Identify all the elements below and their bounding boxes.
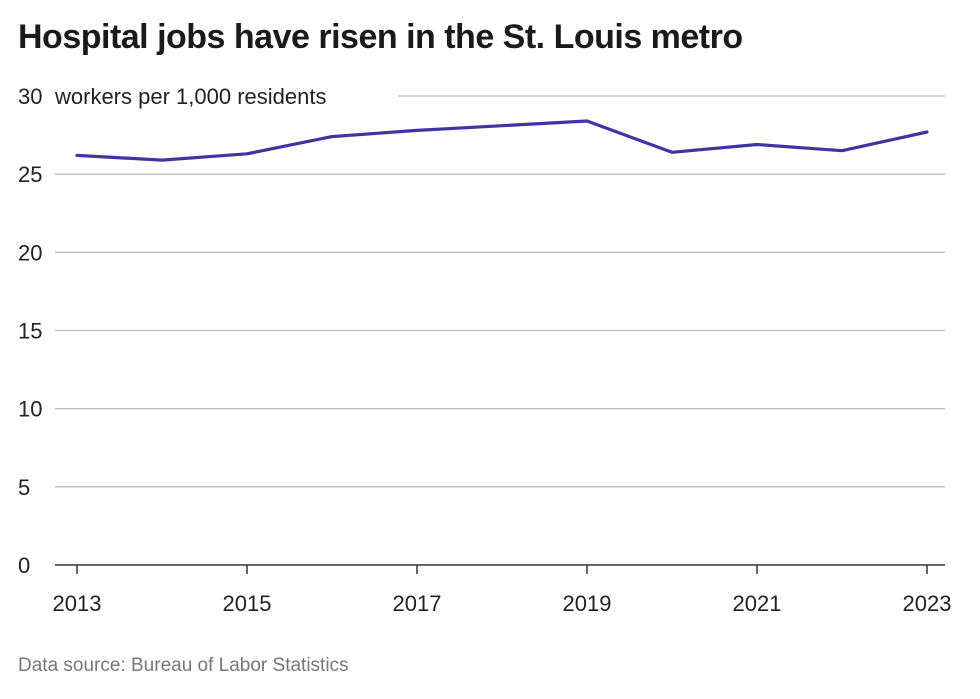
x-axis: 2013 2015 2017 2019 2021 2023 bbox=[53, 564, 952, 616]
gridlines bbox=[55, 95, 945, 488]
series-line-0 bbox=[75, 119, 929, 162]
x-tick-label-2013: 2013 bbox=[53, 591, 102, 616]
y-tick-label-30: 30 bbox=[18, 84, 42, 109]
x-tick-label-2015: 2015 bbox=[223, 591, 272, 616]
x-tick-label-2019: 2019 bbox=[563, 591, 612, 616]
chart-title: Hospital jobs have risen in the St. Loui… bbox=[18, 18, 743, 56]
y-tick-label-0: 0 bbox=[18, 553, 30, 578]
x-tick-label-2021: 2021 bbox=[733, 591, 782, 616]
y-tick-label-5: 5 bbox=[18, 475, 30, 500]
y-axis-tick-labels: 0 5 10 15 20 25 30 workers per 1,000 residents bbox=[18, 84, 326, 578]
x-tick-label-2017: 2017 bbox=[393, 591, 442, 616]
data-source: Data source: Bureau of Labor Statistics bbox=[18, 655, 349, 676]
y-tick-label-25: 25 bbox=[18, 162, 42, 187]
y-tick-label-20: 20 bbox=[18, 240, 42, 265]
y-tick-label-10: 10 bbox=[18, 397, 42, 422]
y-tick-label-15: 15 bbox=[18, 319, 42, 344]
x-tick-label-2023: 2023 bbox=[903, 591, 952, 616]
y-unit-label: workers per 1,000 residents bbox=[54, 84, 326, 109]
series-layer bbox=[75, 119, 929, 162]
